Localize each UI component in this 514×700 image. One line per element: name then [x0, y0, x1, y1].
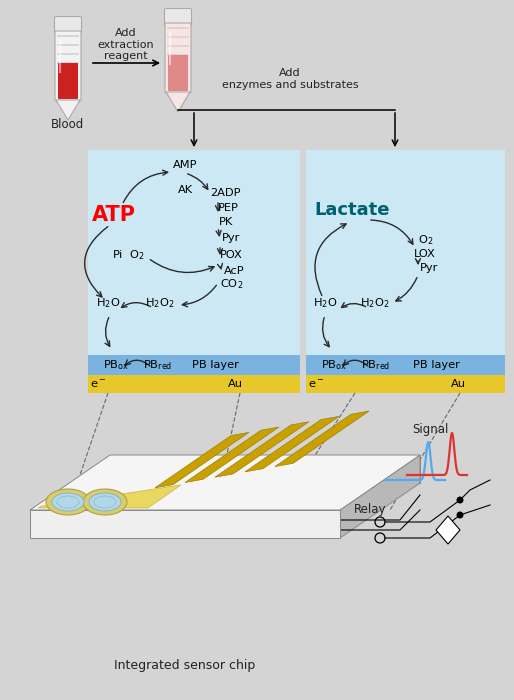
Text: PK: PK	[219, 217, 233, 227]
Text: e$^-$: e$^-$	[308, 379, 324, 390]
Text: Add
extraction
reagent: Add extraction reagent	[98, 28, 154, 61]
Text: Relay: Relay	[354, 503, 386, 517]
Text: Blood: Blood	[51, 118, 85, 131]
Ellipse shape	[83, 489, 127, 515]
Text: e$^-$: e$^-$	[90, 379, 106, 390]
Text: $\mathrm{PB_{red}}$: $\mathrm{PB_{red}}$	[361, 358, 391, 372]
Text: CO$_2$: CO$_2$	[220, 277, 243, 291]
FancyBboxPatch shape	[168, 55, 188, 91]
Text: PB layer: PB layer	[192, 360, 238, 370]
FancyBboxPatch shape	[55, 31, 81, 101]
Ellipse shape	[89, 493, 121, 511]
Text: Lactate: Lactate	[314, 201, 390, 219]
Circle shape	[456, 512, 464, 519]
Bar	[306, 355, 505, 375]
Text: $\mathrm{PB_{ox}}$: $\mathrm{PB_{ox}}$	[103, 358, 129, 372]
Polygon shape	[110, 455, 420, 483]
Polygon shape	[56, 100, 80, 120]
Bar	[88, 375, 300, 393]
Polygon shape	[436, 516, 460, 544]
Text: AMP: AMP	[173, 160, 197, 170]
Text: Au: Au	[450, 379, 466, 389]
Polygon shape	[185, 427, 279, 482]
Bar	[88, 355, 300, 375]
Text: Pyr: Pyr	[222, 233, 241, 243]
Polygon shape	[166, 92, 190, 112]
Text: POX: POX	[220, 250, 243, 260]
Bar	[306, 375, 505, 393]
Text: PB layer: PB layer	[413, 360, 460, 370]
FancyBboxPatch shape	[165, 23, 191, 93]
Polygon shape	[340, 455, 420, 538]
Text: ATP: ATP	[92, 205, 136, 225]
Text: $\mathrm{PB_{ox}}$: $\mathrm{PB_{ox}}$	[321, 358, 347, 372]
Polygon shape	[155, 433, 249, 488]
Bar	[306, 150, 505, 355]
Text: $\mathrm{PB_{red}}$: $\mathrm{PB_{red}}$	[143, 358, 173, 372]
Circle shape	[456, 496, 464, 503]
Text: H$_2$O: H$_2$O	[96, 296, 120, 310]
Polygon shape	[215, 421, 309, 477]
Text: Pi  O$_2$: Pi O$_2$	[112, 248, 144, 262]
Ellipse shape	[52, 493, 84, 511]
Text: H$_2$O: H$_2$O	[313, 296, 337, 310]
FancyBboxPatch shape	[164, 8, 192, 25]
Polygon shape	[275, 411, 369, 466]
Text: Signal: Signal	[412, 424, 448, 437]
Text: H$_2$O$_2$: H$_2$O$_2$	[145, 296, 175, 310]
Text: 2ADP: 2ADP	[210, 188, 241, 198]
Text: AcP: AcP	[224, 266, 245, 276]
Text: Au: Au	[228, 379, 243, 389]
Text: Pyr: Pyr	[420, 263, 438, 273]
Text: PEP: PEP	[218, 203, 239, 213]
Text: Integrated sensor chip: Integrated sensor chip	[115, 659, 255, 671]
Polygon shape	[245, 416, 339, 472]
Text: LOX: LOX	[414, 249, 436, 259]
Text: H$_2$O$_2$: H$_2$O$_2$	[360, 296, 390, 310]
Text: AK: AK	[177, 185, 193, 195]
Text: O$_2$: O$_2$	[418, 233, 433, 247]
Text: Add
enzymes and substrates: Add enzymes and substrates	[222, 68, 358, 90]
Polygon shape	[38, 485, 181, 508]
FancyBboxPatch shape	[54, 17, 82, 34]
Polygon shape	[30, 455, 420, 510]
Bar	[88, 150, 300, 355]
Ellipse shape	[46, 489, 90, 515]
Polygon shape	[30, 510, 340, 538]
FancyBboxPatch shape	[58, 63, 78, 99]
